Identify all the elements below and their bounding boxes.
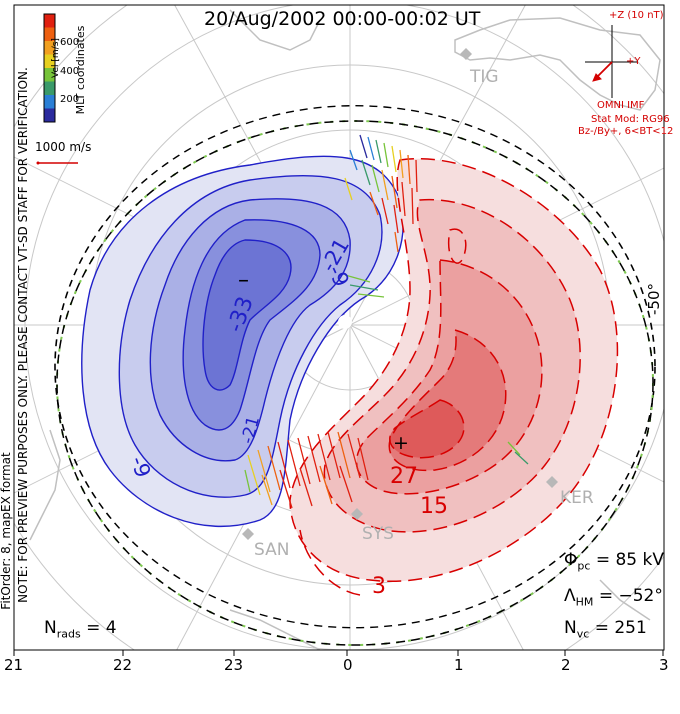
- station-marker-tig: [460, 48, 472, 60]
- imf-y-label: +Y: [626, 56, 641, 67]
- fit-order-note: FitOrder: 8, mapEX format: [0, 452, 13, 610]
- stat-nrads-symbol: N: [44, 618, 57, 638]
- colorbar-segment: [44, 41, 55, 55]
- convection-map: 20/Aug/2002 00:00-00:02 UT NOTE: FOR PRE…: [0, 4, 674, 674]
- mlt-tick-label: 3: [659, 656, 669, 674]
- imf-model-label: Stat Mod: RG96: [591, 114, 670, 125]
- imf-dial: [585, 25, 638, 98]
- stat-phi-sub: pc: [577, 559, 591, 573]
- stat-lambda-symbol: Λ: [564, 586, 576, 606]
- colorbar-segment: [44, 108, 55, 123]
- stat-nvc-sub: vc: [576, 627, 590, 641]
- contour-label: 27: [390, 464, 418, 489]
- coastlines: [29, 9, 661, 650]
- stat-phi-value: = 85 kV: [595, 550, 664, 570]
- station-label-san: SAN: [254, 540, 290, 560]
- potential-minimum-marker: –: [238, 268, 249, 293]
- mlt-tick-label: 21: [4, 656, 24, 674]
- colorbar-segment: [44, 81, 55, 96]
- mlt-tick-label: 1: [454, 656, 464, 674]
- mlt-tick-label: 2: [561, 656, 571, 674]
- stat-cross-polar-potential: Φpc = 85 kV: [564, 550, 664, 572]
- colorbar: [43, 13, 56, 123]
- stat-lambda-sub: HM: [575, 595, 594, 609]
- imf-omni-label: OMNI IMF: [597, 100, 645, 111]
- colorbar-segment: [44, 14, 55, 28]
- station-marker-sys: [351, 508, 363, 520]
- stat-lambda-value: = −52°: [598, 586, 663, 606]
- potential-maximum-marker: +: [393, 432, 409, 454]
- mlt-tick-label: 22: [113, 656, 133, 674]
- station-label-tig: TIG: [470, 67, 499, 87]
- negative-cell: [81, 155, 404, 528]
- plot-frame: [13, 4, 665, 651]
- colorbar-segment: [44, 27, 55, 42]
- preview-note: NOTE: FOR PREVIEW PURPOSES ONLY. PLEASE …: [16, 67, 30, 603]
- stat-nrads-sub: rads: [56, 627, 81, 641]
- positive-cell: [289, 158, 619, 596]
- stat-hmb-latitude: ΛHM = −52°: [564, 586, 663, 608]
- station-marker-ker: [546, 476, 558, 488]
- mlt-tick-label: 0: [343, 656, 353, 674]
- hmb-boundary: [54, 105, 656, 629]
- colorbar-segment: [44, 95, 55, 109]
- colorbar-segment: [44, 68, 55, 82]
- contour-label: 15: [420, 494, 448, 519]
- map-title: 20/Aug/2002 00:00-00:02 UT: [204, 8, 481, 30]
- station-marker-san: [242, 528, 254, 540]
- contour-label: 3: [372, 574, 386, 599]
- colorbar-tick-200: 200: [60, 94, 80, 105]
- colorbar-outline: [43, 13, 56, 123]
- colorbar-tick-600: 600: [60, 37, 80, 48]
- imf-condition-label: Bz-/By+, 6<BT<12: [578, 126, 674, 137]
- polar-map-plot: [13, 4, 665, 656]
- velocity-vectors-dayside: [344, 134, 418, 298]
- imf-z-label: +Z (10 nT): [609, 10, 664, 21]
- stat-radar-count: Nrads = 4: [44, 618, 117, 640]
- stat-phi-symbol: Φ: [564, 550, 578, 570]
- velocity-vectors-nightside: [244, 431, 529, 509]
- vector-scale-label: 1000 m/s: [35, 140, 92, 154]
- stat-nvc-symbol: N: [564, 618, 577, 638]
- mlt-tick-label: 23: [224, 656, 244, 674]
- stat-nvc-value: = 251: [594, 618, 647, 638]
- colorbar-tick-400: 400: [60, 66, 80, 77]
- station-label-ker: KER: [560, 488, 594, 508]
- latitude-label: -50°: [645, 283, 663, 315]
- station-label-sys: SYS: [362, 524, 394, 544]
- stat-vector-count: Nvc = 251: [564, 618, 647, 640]
- stat-nrads-value: = 4: [86, 618, 117, 638]
- colorbar-segment: [44, 54, 55, 69]
